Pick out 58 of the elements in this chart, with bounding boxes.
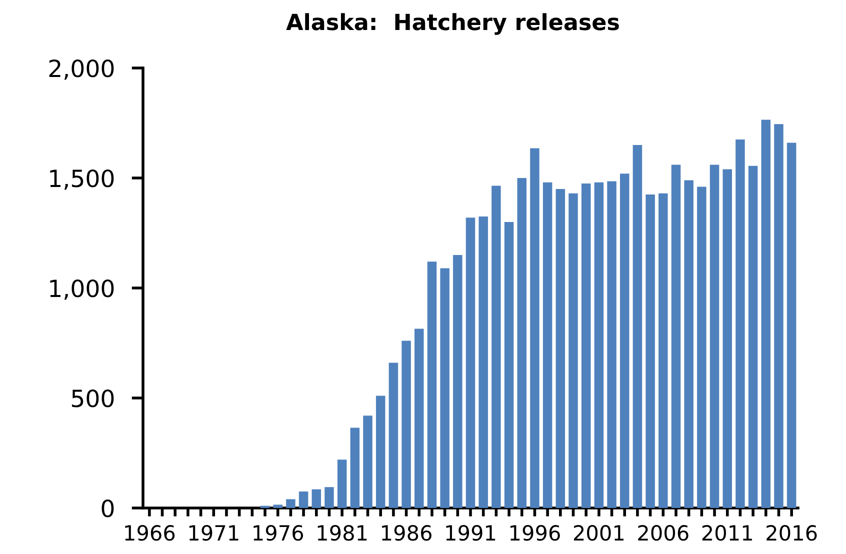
x-tick-label: 1966 xyxy=(125,525,175,541)
bar xyxy=(607,181,616,508)
chart-title: Alaska: Hatchery releases xyxy=(286,13,619,35)
x-tick-label: 2006 xyxy=(638,525,688,541)
bar xyxy=(312,489,322,508)
bar xyxy=(594,182,604,508)
x-tick-label: 1986 xyxy=(382,525,432,541)
bar xyxy=(350,428,360,508)
bar xyxy=(632,145,642,508)
bar xyxy=(478,216,488,508)
y-tick-label: 1,000 xyxy=(50,279,114,300)
bar xyxy=(697,186,706,508)
bar xyxy=(466,218,476,508)
bar xyxy=(658,193,668,508)
bar xyxy=(736,140,745,508)
bar xyxy=(556,189,566,508)
bar xyxy=(517,178,526,508)
bar xyxy=(646,194,655,508)
x-tick-label: 2001 xyxy=(574,525,624,541)
bar xyxy=(542,182,552,508)
bar xyxy=(440,268,450,508)
bar xyxy=(324,487,334,508)
y-tick-label: 500 xyxy=(72,389,114,408)
bar xyxy=(453,255,462,508)
bar xyxy=(774,124,784,508)
bar xyxy=(492,186,501,508)
bar xyxy=(427,262,437,508)
bar xyxy=(363,416,372,508)
bar xyxy=(710,164,720,508)
bar xyxy=(671,164,681,508)
x-tick-label: 2011 xyxy=(702,525,752,541)
bar xyxy=(581,184,591,508)
y-tick-label: 1,500 xyxy=(50,169,114,190)
bar xyxy=(620,174,630,508)
x-tick-label: 1981 xyxy=(318,525,367,541)
y-tick-label: 0 xyxy=(102,499,114,518)
bar xyxy=(414,328,424,508)
bar xyxy=(402,340,411,508)
bar xyxy=(748,166,758,508)
bar xyxy=(337,460,347,508)
bar xyxy=(286,499,296,508)
bar xyxy=(504,222,514,508)
x-tick-label: 1976 xyxy=(254,525,304,541)
bar xyxy=(786,142,796,508)
bar xyxy=(376,396,386,508)
x-tick-label: 1971 xyxy=(189,525,238,541)
x-tick-label: 1996 xyxy=(510,525,560,541)
bar xyxy=(568,193,578,508)
bar xyxy=(388,362,398,508)
bar xyxy=(761,120,771,508)
bar xyxy=(530,148,540,508)
x-tick-label: 1991 xyxy=(446,525,496,541)
bar xyxy=(684,180,694,508)
bar xyxy=(273,504,282,508)
bar xyxy=(298,492,308,508)
y-tick-label: 2,000 xyxy=(49,59,114,80)
bar xyxy=(722,169,732,508)
x-tick-label: 2016 xyxy=(766,525,817,541)
